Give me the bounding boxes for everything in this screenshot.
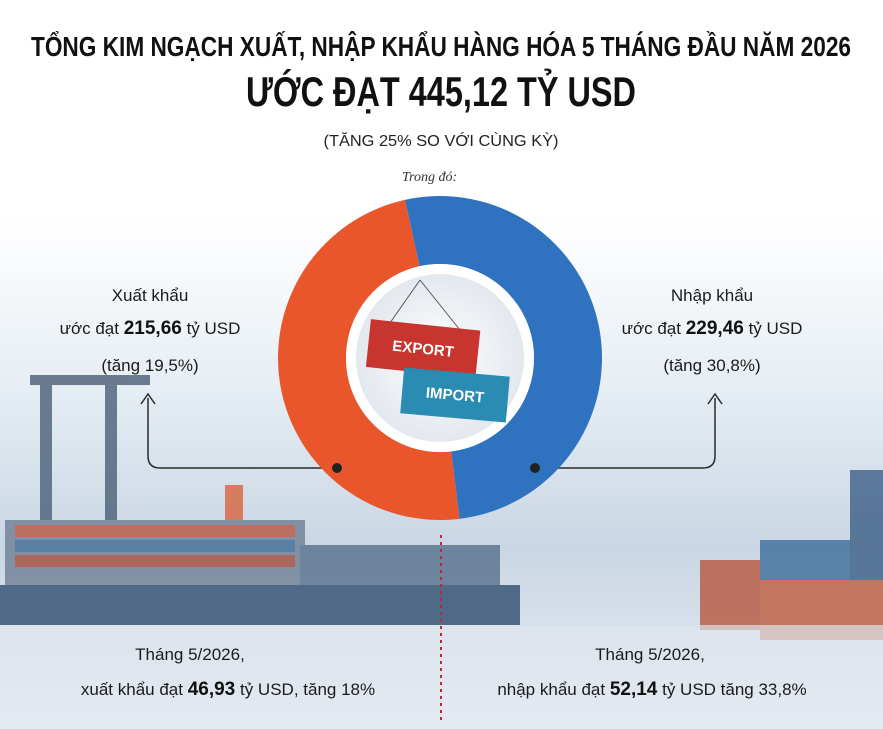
text: tỷ USD, tăng 18%: [239, 680, 376, 699]
arrowhead: [707, 392, 723, 405]
legend-entry: Nhập khẩu: [670, 286, 754, 305]
legend-entry: Xuất khẩu: [111, 286, 189, 305]
growth: (tăng 30,8%): [663, 356, 761, 375]
text: xuất khẩu đạt: [80, 680, 183, 699]
value-text: 52,14: [609, 679, 658, 700]
connector-dot: [332, 463, 342, 473]
donut: [277, 196, 602, 521]
container-label: EXPORT: [391, 338, 454, 361]
growth: (tăng 19,5%): [101, 356, 199, 375]
value-text: 46,93: [187, 679, 236, 700]
text: nhập khẩu đạt: [497, 680, 606, 699]
period: Tháng 5/2026,: [135, 645, 245, 664]
import-container: [400, 367, 510, 423]
chart-subtitle: ƯỚC ĐẠT 445,12 TỶ USD: [246, 67, 636, 115]
value-line: ước đạt 215,66 tỷ USD: [60, 318, 241, 340]
text: tỷ USD tăng 33,8%: [662, 680, 807, 699]
connector-dot: [530, 463, 540, 473]
text: ước đạt: [59, 319, 119, 338]
connector: [535, 398, 716, 469]
arrowhead: [140, 392, 156, 405]
data-label: 215,66: [123, 318, 182, 339]
containers-illustration: EXPORT IMPORT: [365, 279, 510, 423]
container-label: IMPORT: [425, 384, 485, 406]
text: ước đạt: [621, 319, 681, 338]
connector: [147, 398, 337, 469]
export-container: [365, 319, 481, 379]
monthly-line: nhập khẩu đạt 52,14 tỷ USD tăng 33,8%: [497, 679, 806, 701]
text: tỷ USD: [748, 319, 803, 338]
port-scene: [0, 375, 883, 729]
value-line: ước đạt 229,46 tỷ USD: [622, 318, 803, 340]
chart-title: TỔNG KIM NGẠCH XUẤT, NHẬP KHẨU HÀNG HÓA …: [31, 31, 851, 62]
data-label: 229,46: [685, 318, 744, 339]
pie-slice: [404, 196, 602, 519]
period: Tháng 5/2026,: [595, 645, 705, 664]
text: tỷ USD: [186, 319, 241, 338]
note: (TĂNG 25% SO VỚI CÙNG KỲ): [324, 131, 559, 150]
caption: Trong đó:: [402, 170, 458, 185]
pie-slice: [277, 199, 460, 521]
monthly-line: xuất khẩu đạt 46,93 tỷ USD, tăng 18%: [81, 679, 375, 701]
